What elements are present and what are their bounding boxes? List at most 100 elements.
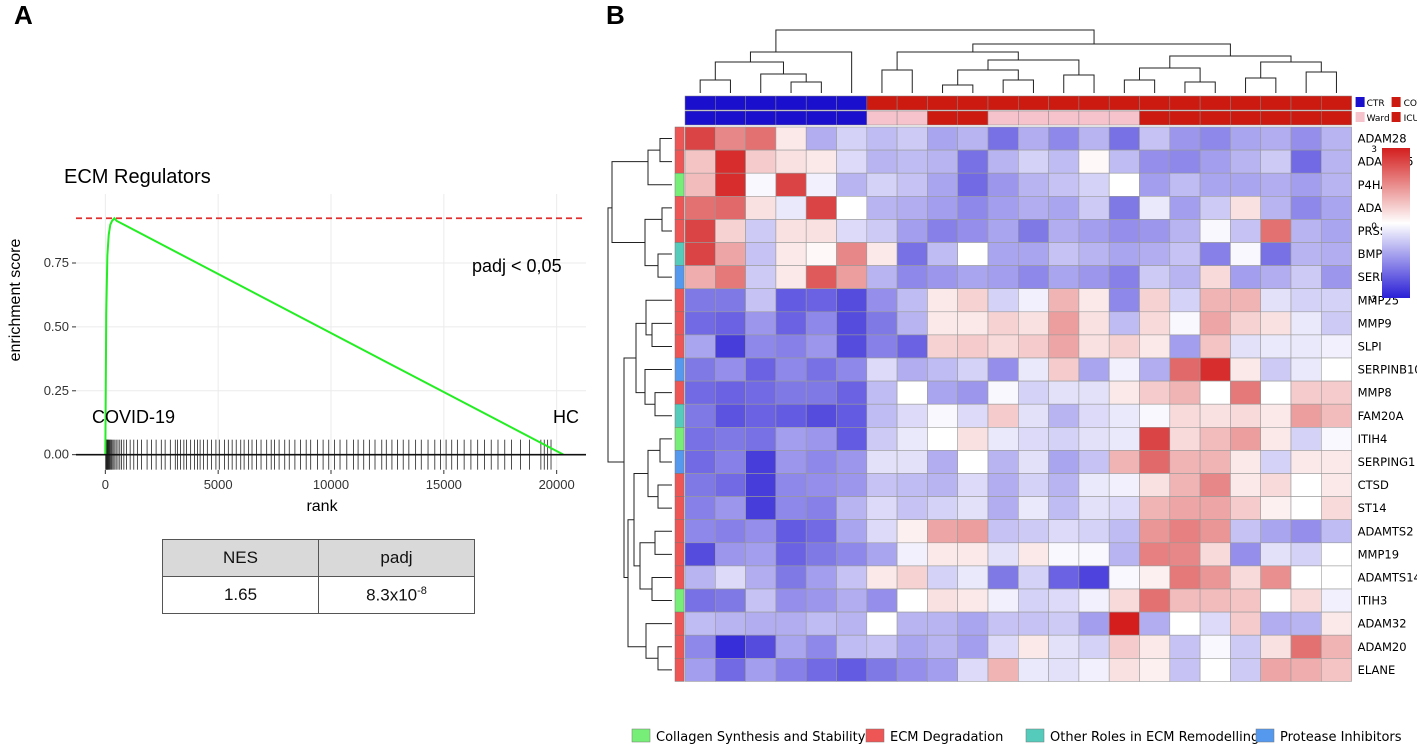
heatmap-cell (957, 357, 989, 382)
heatmap-cell (1108, 496, 1140, 521)
heatmap-cell (1078, 126, 1110, 151)
heatmap-cell (714, 149, 746, 174)
heatmap-cell (684, 473, 716, 497)
heatmap-cell (1169, 288, 1201, 313)
heatmap-cell (1108, 265, 1140, 290)
heatmap-cell (1199, 426, 1231, 451)
heatmap-cell (1017, 242, 1049, 266)
dendrogram-branch (749, 51, 853, 93)
heatmap-cell (1321, 565, 1352, 590)
heatmap-cell (896, 403, 928, 428)
heatmap-cell (1230, 380, 1262, 405)
row-group-cell (674, 265, 685, 289)
heatmap-cell (1108, 403, 1140, 428)
icu-swatch (1391, 112, 1401, 122)
row-group-cell (674, 357, 685, 382)
heatmap-cell (1260, 450, 1292, 474)
heatmap-cell (1199, 149, 1231, 174)
heatmap-cell (927, 657, 959, 682)
heatmap-cell (745, 334, 777, 359)
heatmap-cell (896, 380, 928, 405)
nes-header: NES (162, 539, 319, 577)
dendrogram-branch (644, 369, 672, 405)
condition-cell (684, 95, 716, 111)
heatmap-cell (805, 334, 837, 359)
heatmap-cell (745, 588, 777, 613)
heatmap-cell (1321, 426, 1352, 451)
heatmap-cell (866, 426, 898, 451)
heatmap-cell (896, 496, 928, 521)
heatmap-cell (927, 403, 959, 428)
dendrogram-branch (987, 59, 1080, 75)
severity-cell (896, 110, 928, 126)
heatmap-cell (745, 496, 777, 521)
heatmap-cell (1108, 565, 1140, 590)
heatmap-cell (1260, 149, 1292, 174)
heatmap-cell (1108, 126, 1140, 151)
heatmap-cell (745, 380, 777, 405)
condition-cell (1260, 95, 1292, 111)
condition-cell (1230, 95, 1261, 111)
heatmap-cell (836, 565, 868, 590)
dendrogram-branch (651, 576, 672, 602)
nes-value: 1.65 (162, 576, 319, 614)
heatmap-cell (684, 288, 716, 313)
heatmap-cell (1048, 473, 1080, 497)
row-group-cell (674, 611, 685, 636)
heatmap-cell (714, 565, 746, 590)
heatmap-cell (1321, 634, 1352, 659)
heatmap-cell (714, 380, 746, 405)
condition-cell (957, 95, 989, 111)
row-group-cell (674, 496, 685, 520)
heatmap-cell (896, 611, 928, 636)
condition-cell (715, 95, 746, 111)
heatmap-cell (1048, 496, 1080, 521)
heatmap-cell (1017, 311, 1049, 336)
heatmap-cell (1321, 611, 1352, 636)
heatmap-cell (1017, 611, 1049, 636)
heatmap-cell (1321, 542, 1352, 567)
gene-label: ELANE (1358, 663, 1396, 677)
heatmap-cell (1048, 403, 1080, 428)
column-annotations (684, 95, 1352, 126)
heatmap-cell (1260, 634, 1292, 659)
heatmap-cell (987, 519, 1019, 544)
heatmap-cell (1108, 450, 1140, 474)
heatmap-cell (1230, 565, 1262, 590)
heatmap-cell (745, 634, 777, 659)
heatmap-cell (836, 288, 868, 313)
heatmap-cell (836, 473, 868, 497)
heatmap-cell (1048, 126, 1080, 151)
heatmap-cell (1048, 657, 1080, 682)
heatmap-cell (836, 149, 868, 174)
row-annotations (674, 126, 685, 682)
heatmap-cell (1048, 542, 1080, 567)
annotation-covid: COVID-19 (92, 407, 175, 427)
dendrogram-branch (611, 161, 648, 243)
heatmap-cell (1078, 426, 1110, 451)
heatmap-cell (775, 565, 807, 590)
heatmap-cell (1017, 380, 1049, 405)
heatmap-cell (987, 149, 1019, 174)
heatmap-cell (1078, 657, 1110, 682)
dendrogram-branch (659, 438, 672, 463)
heatmap-cell (957, 657, 989, 682)
heatmap-cell (1321, 219, 1352, 243)
heatmap-cell (1078, 149, 1110, 174)
heatmap-cell (1139, 519, 1171, 544)
heatmap-cell (866, 219, 898, 243)
heatmap-cell (684, 219, 716, 243)
heatmap-cell (1230, 588, 1262, 613)
heatmap-cell (1078, 242, 1110, 266)
heatmap-cell (1290, 657, 1322, 682)
heatmap-cell (775, 496, 807, 521)
heatmap-cell (775, 242, 807, 266)
severity-cell (715, 110, 746, 126)
heatmap-cell (1139, 242, 1171, 266)
heatmap-cell (836, 403, 868, 428)
heatmap-cell (1139, 450, 1171, 474)
heatmap-cell (1108, 172, 1140, 197)
ctr-swatch (1355, 97, 1365, 107)
heatmap-cell (1078, 288, 1110, 313)
heatmap-cell (957, 450, 989, 474)
